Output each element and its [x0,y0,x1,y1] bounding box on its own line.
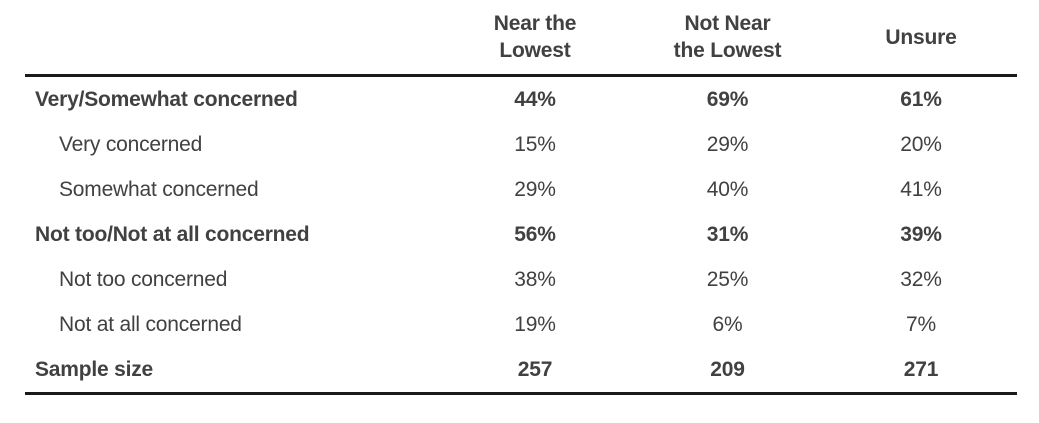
cell-value: 44% [514,87,556,111]
cell-value: 271 [825,347,1017,395]
row-label: Very concerned [59,132,203,156]
cell-value: 61% [900,87,942,111]
row-label: Not too/Not at all concerned [35,222,310,246]
row-label: Sample size [25,347,440,395]
cell-value: 257 [440,347,630,395]
cell-value: 19% [514,312,556,336]
cell-value: 56% [514,222,556,246]
column-header-empty [25,2,440,77]
cell-value: 31% [706,222,749,246]
table-row-sample-size: Sample size 257 209 271 [25,347,1017,395]
cell-value: 6% [712,312,743,336]
cell-value: 41% [900,177,942,201]
row-label: Somewhat concerned [59,177,259,201]
cell-value: 7% [906,312,936,336]
cell-value: 20% [900,132,942,156]
header-row: Near the Lowest Not Near the Lowest Unsu… [25,2,1017,77]
table-row-very-somewhat-concerned: Very/Somewhat concerned 44% 69% 61% [25,76,1017,123]
table-container: Near the Lowest Not Near the Lowest Unsu… [25,2,1017,395]
row-label: Not too concerned [59,267,228,291]
column-header-unsure: Unsure [825,2,1017,77]
cell-value: 29% [706,132,749,156]
table-row-not-too-concerned: Not too concerned 38% 25% 32% [25,257,1017,302]
table-body: Very/Somewhat concerned 44% 69% 61% Very… [25,76,1017,395]
cell-value: 209 [630,347,825,395]
table-row-not-too-not-at-all-concerned: Not too/Not at all concerned 56% 31% 39% [25,212,1017,257]
cell-value: 25% [706,267,749,291]
concern-survey-table: Near the Lowest Not Near the Lowest Unsu… [25,2,1017,395]
cell-value: 40% [706,177,749,201]
table-row-very-concerned: Very concerned 15% 29% 20% [25,122,1017,167]
table-header: Near the Lowest Not Near the Lowest Unsu… [25,2,1017,77]
table-row-somewhat-concerned: Somewhat concerned 29% 40% 41% [25,167,1017,212]
column-header-near-the-lowest: Near the Lowest [440,2,630,77]
cell-value: 69% [706,87,749,111]
column-header-not-near-the-lowest: Not Near the Lowest [630,2,825,77]
cell-value: 15% [514,132,556,156]
row-label: Not at all concerned [59,312,242,336]
table-row-not-at-all-concerned: Not at all concerned 19% 6% 7% [25,302,1017,347]
cell-value: 38% [514,267,556,291]
cell-value: 32% [900,267,942,291]
cell-value: 39% [900,222,942,246]
row-label: Very/Somewhat concerned [35,87,298,111]
cell-value: 29% [514,177,556,201]
